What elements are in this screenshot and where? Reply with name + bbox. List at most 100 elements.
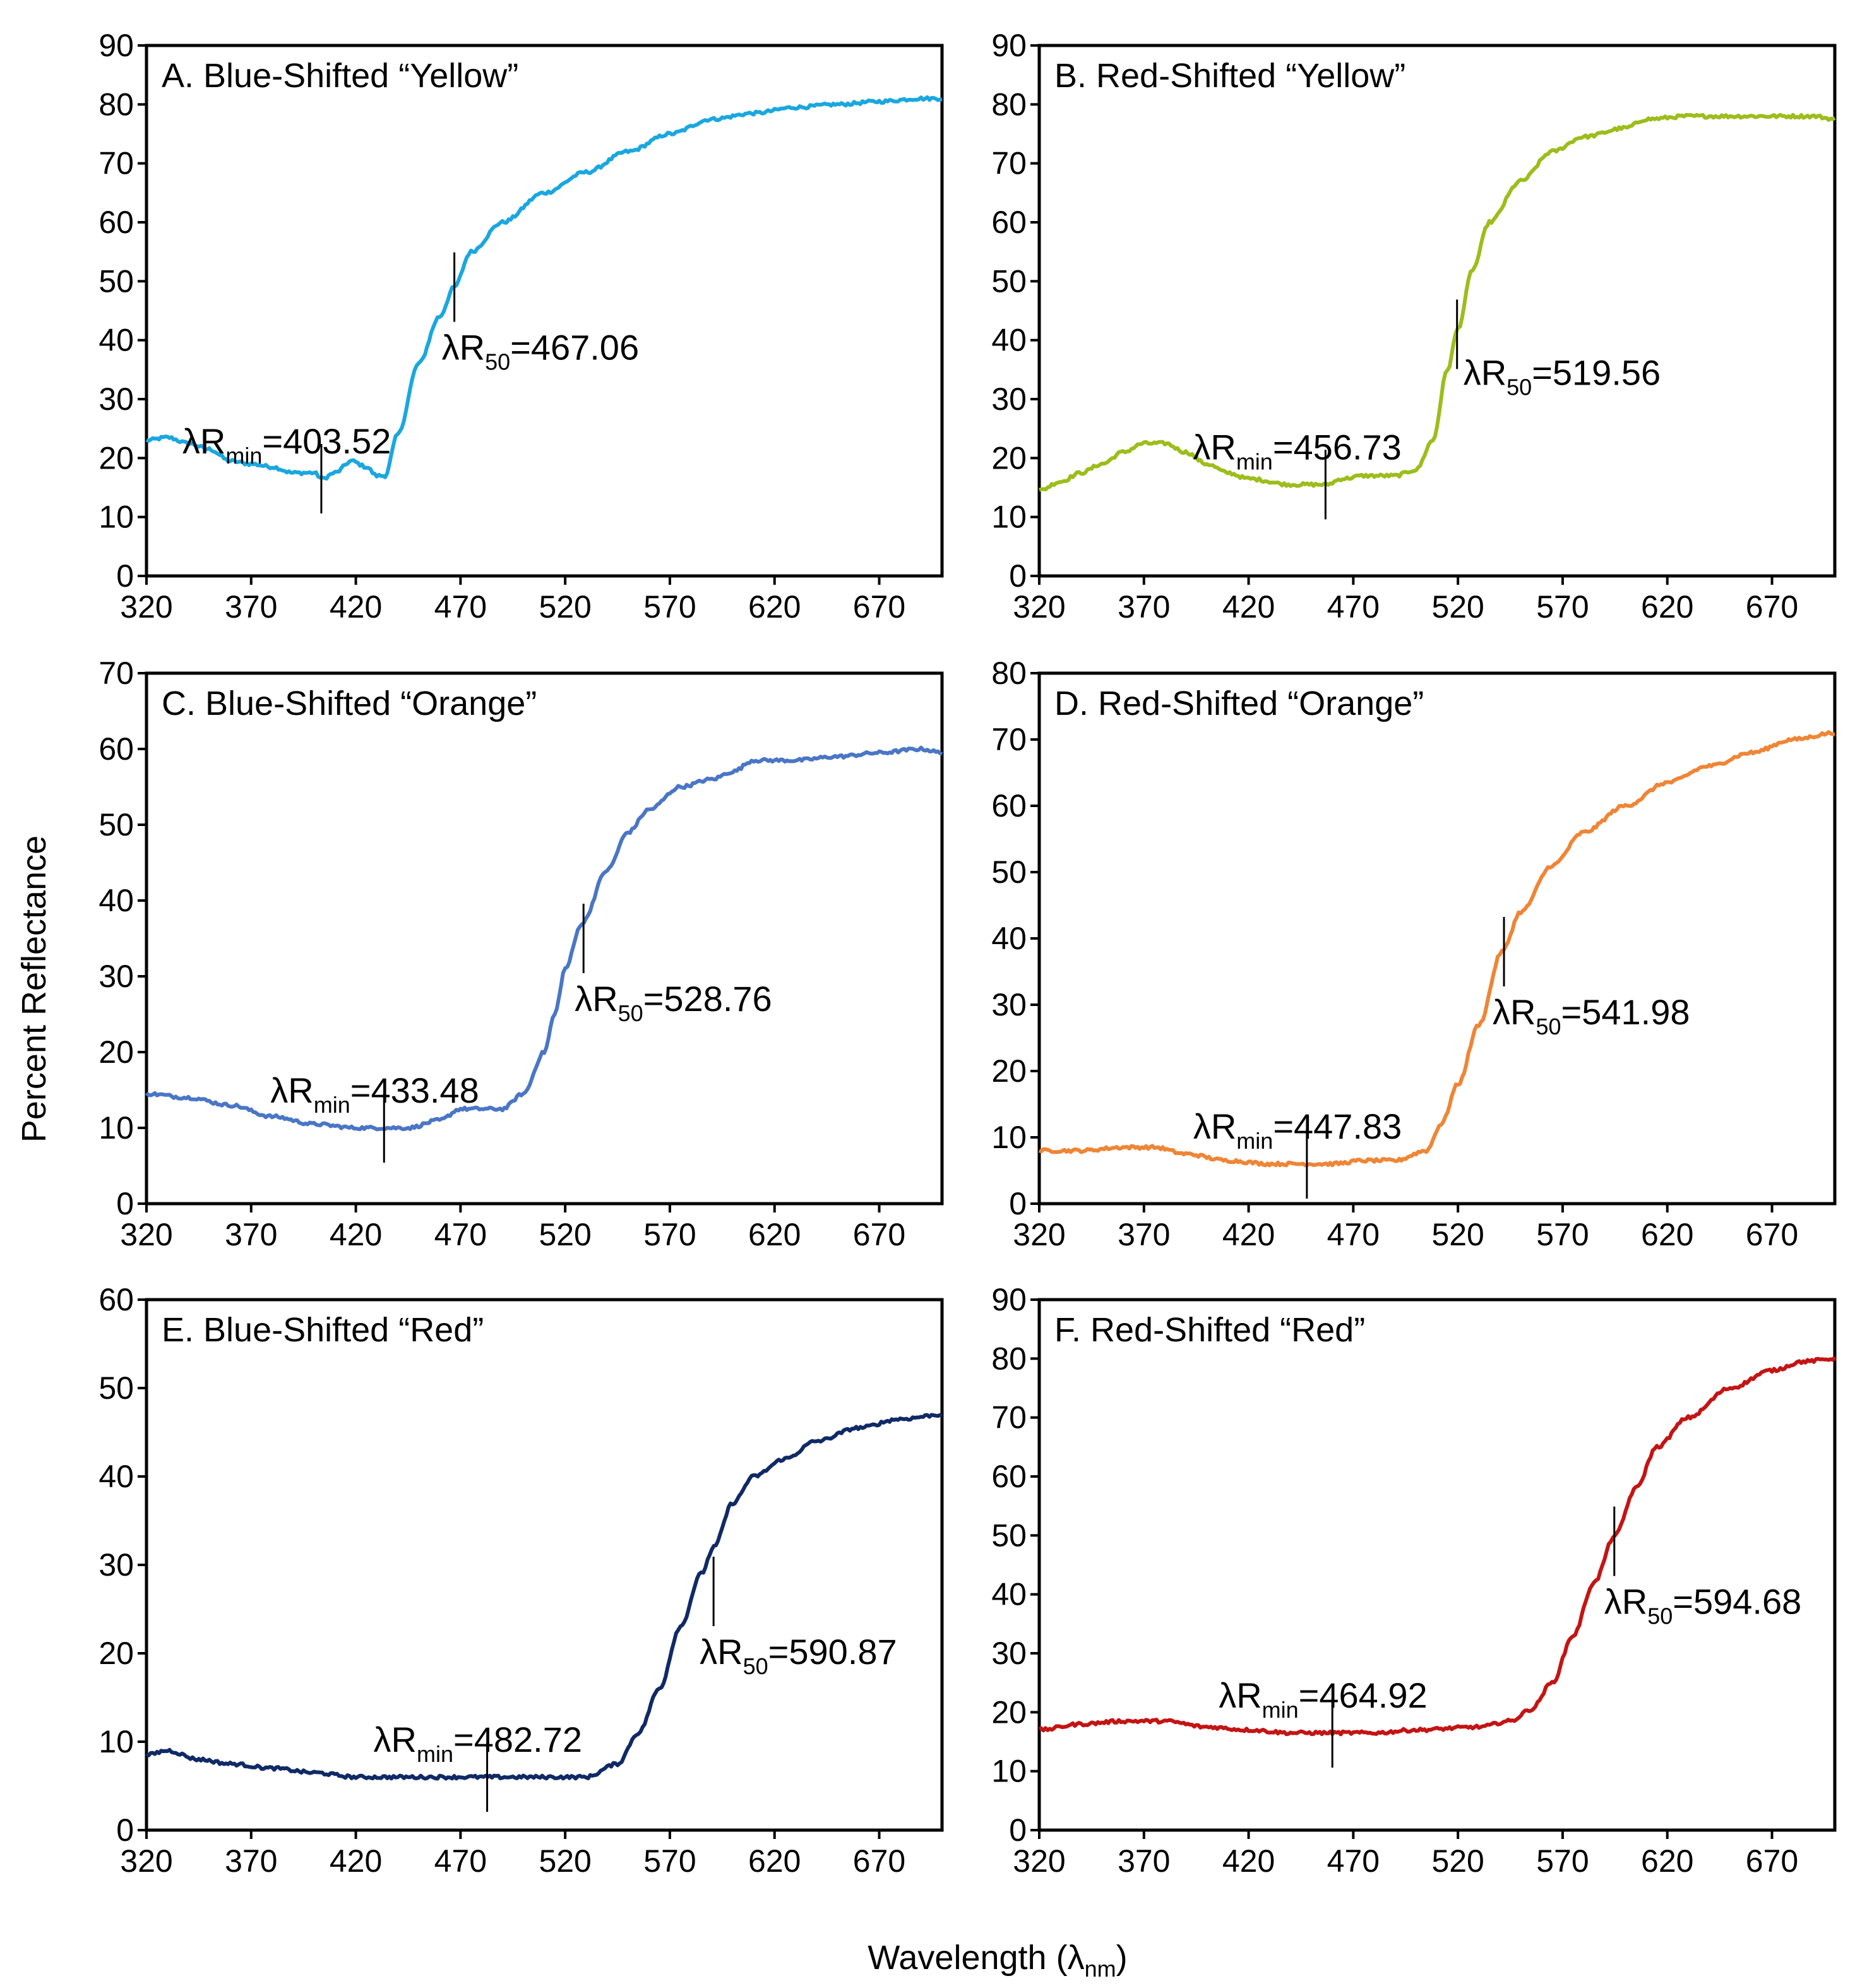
plot-frame [1037, 1298, 1837, 1832]
x-tick-label: 570 [643, 589, 696, 625]
x-axis-title-sub: nm [1085, 1956, 1116, 1982]
y-tick-label: 60 [98, 1282, 134, 1317]
y-tick-label: 20 [98, 1636, 134, 1671]
panel-title: E. Blue-Shifted “Red” [162, 1311, 484, 1349]
x-tick-label: 320 [1013, 589, 1065, 625]
y-tick-label: 40 [98, 1459, 134, 1494]
annotation-label: λR50=541.98 [1493, 992, 1690, 1039]
annotation-label: λRmin=403.52 [182, 421, 391, 469]
y-tick-label: 10 [98, 1110, 134, 1146]
x-tick-label: 420 [330, 1843, 382, 1879]
series-line [145, 1413, 943, 1781]
y-tick-label: 30 [98, 959, 134, 994]
x-tick-label: 570 [1536, 1217, 1589, 1252]
y-tick-label: 60 [98, 205, 134, 240]
y-tick-label: 0 [1009, 558, 1027, 594]
x-tick-label: 670 [853, 1843, 905, 1879]
x-tick-label: 470 [434, 589, 487, 625]
y-tick-label: 80 [98, 87, 134, 122]
y-tick-label: 50 [98, 263, 134, 299]
y-tick-label: 20 [991, 1694, 1027, 1730]
x-axis-title: Wavelength (λnm) [868, 1939, 1127, 1982]
series-line [1039, 1356, 1837, 1737]
y-tick-label: 40 [991, 921, 1027, 956]
x-axis-title-main: Wavelength (λ [868, 1939, 1084, 1977]
annotation-label: λRmin=447.83 [1193, 1106, 1402, 1154]
x-tick-label: 320 [120, 1843, 172, 1879]
x-tick-label: 370 [225, 589, 277, 625]
x-tick-label: 670 [853, 589, 905, 625]
panel-title: A. Blue-Shifted “Yellow” [162, 57, 518, 95]
panel-c: 0 10 20 30 40 50 60 70 320 370 420 470 520 570 620 670 C… [98, 656, 944, 1252]
x-tick-label: 470 [434, 1217, 487, 1252]
y-tick-label: 30 [991, 381, 1027, 417]
x-tick-label: 570 [1536, 589, 1589, 625]
x-tick-label: 470 [1327, 1217, 1380, 1252]
panel-e: 0 10 20 30 40 50 60 320 370 420 470 520 570 620 670 E. … [98, 1282, 944, 1879]
x-tick-label: 320 [120, 1217, 172, 1252]
panel-title: F. Red-Shifted “Red” [1054, 1311, 1365, 1349]
y-tick-label: 60 [991, 205, 1027, 240]
panel-d: 0 10 20 30 40 50 60 70 80 320 370 420 470 520 570 620 67… [991, 656, 1837, 1252]
annotation-label: λR50=528.76 [575, 979, 772, 1026]
y-tick-label: 30 [98, 1547, 134, 1583]
x-tick-label: 420 [1222, 1843, 1275, 1879]
y-tick-label: 70 [98, 656, 134, 691]
y-tick-label: 70 [991, 1400, 1027, 1435]
x-tick-label: 670 [1746, 1843, 1798, 1879]
y-tick-label: 70 [98, 146, 134, 181]
annotation-label: λRmin=456.73 [1193, 427, 1401, 474]
x-tick-label: 370 [1118, 589, 1170, 625]
y-axis-title: Percent Reflectance [15, 835, 53, 1142]
x-tick-label: 370 [1118, 1217, 1170, 1252]
y-tick-label: 90 [991, 28, 1027, 63]
x-tick-label: 620 [748, 1217, 801, 1252]
y-tick-label: 10 [991, 500, 1027, 535]
y-tick-label: 50 [991, 263, 1027, 299]
y-tick-label: 90 [98, 28, 134, 63]
y-tick-label: 30 [991, 987, 1027, 1022]
y-tick-label: 0 [116, 558, 134, 594]
y-tick-label: 50 [991, 854, 1027, 890]
annotation-label: λR50=590.87 [700, 1632, 897, 1679]
x-tick-label: 670 [853, 1217, 905, 1252]
y-tick-label: 50 [98, 1370, 134, 1406]
x-tick-label: 420 [330, 1217, 382, 1252]
y-tick-label: 20 [98, 1034, 134, 1070]
y-tick-label: 80 [991, 656, 1027, 691]
x-tick-label: 420 [330, 589, 382, 625]
y-tick-label: 20 [98, 440, 134, 476]
annotation-label: λRmin=482.72 [374, 1720, 582, 1767]
x-tick-label: 570 [643, 1217, 696, 1252]
series-line [145, 95, 943, 481]
y-tick-label: 80 [991, 87, 1027, 122]
x-tick-label: 620 [1641, 589, 1693, 625]
panel-title: B. Red-Shifted “Yellow” [1054, 57, 1405, 95]
y-tick-label: 40 [98, 323, 134, 358]
x-tick-label: 320 [120, 589, 172, 625]
x-tick-label: 570 [643, 1843, 696, 1879]
x-tick-label: 320 [1013, 1843, 1065, 1879]
y-tick-label: 0 [116, 1186, 134, 1221]
y-tick-label: 90 [991, 1282, 1027, 1317]
x-tick-label: 370 [225, 1217, 277, 1252]
x-tick-label: 470 [434, 1843, 487, 1879]
panel-a: 0 10 20 30 40 50 60 70 80 90 320 370 420 470 520 570 620… [98, 28, 944, 625]
y-tick-label: 60 [98, 731, 134, 767]
x-tick-label: 520 [1431, 1217, 1484, 1252]
annotation-label: λRmin=433.48 [270, 1070, 479, 1118]
x-tick-label: 520 [539, 589, 591, 625]
x-tick-label: 470 [1327, 1843, 1380, 1879]
y-tick-label: 10 [991, 1754, 1027, 1789]
y-tick-label: 10 [98, 1724, 134, 1759]
x-tick-label: 470 [1327, 589, 1380, 625]
plot-frame [1037, 671, 1837, 1206]
x-tick-label: 620 [1641, 1843, 1693, 1879]
plot-frame [145, 44, 944, 578]
y-tick-label: 30 [991, 1636, 1027, 1671]
y-tick-label: 60 [991, 1459, 1027, 1494]
y-tick-label: 50 [991, 1518, 1027, 1553]
series-line [1039, 112, 1836, 492]
x-tick-label: 520 [539, 1217, 591, 1252]
